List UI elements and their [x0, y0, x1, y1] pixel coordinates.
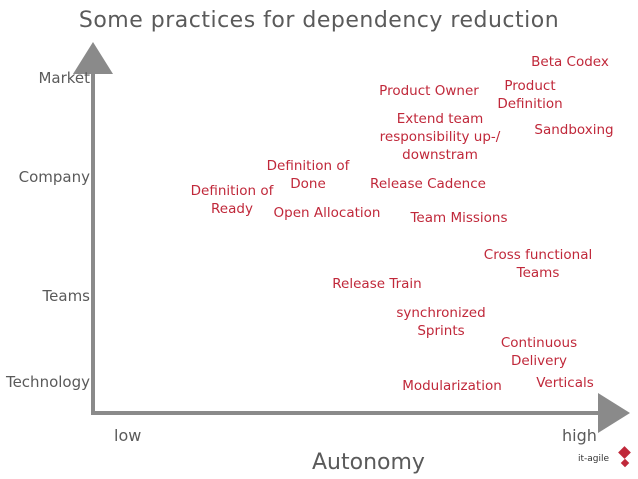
x-axis-title: Autonomy [312, 450, 425, 475]
practice-synchronized-sprints: synchronized Sprints [396, 305, 486, 339]
x-label-high: high [562, 426, 597, 445]
x-label-low: low [114, 426, 142, 445]
practice-team-missions: Team Missions [410, 210, 508, 226]
logo-mark-icon [618, 446, 631, 468]
logo-text: it-agile [578, 454, 610, 464]
y-label-technology: Technology [5, 373, 90, 391]
practice-release-cadence: Release Cadence [370, 176, 486, 192]
practice-verticals: Verticals [536, 375, 594, 391]
practice-definition-of-done: Definition of Done [266, 158, 350, 192]
practice-product-owner: Product Owner [379, 83, 479, 99]
practice-open-allocation: Open Allocation [273, 205, 381, 221]
practice-cross-functional-teams: Cross functional Teams [483, 247, 593, 281]
practice-sandboxing: Sandboxing [534, 122, 614, 138]
practice-product-definition: Product Definition [497, 78, 563, 112]
practice-modularization: Modularization [402, 378, 502, 394]
y-label-teams: Teams [42, 287, 90, 305]
practice-release-train: Release Train [332, 276, 422, 292]
practice-continuous-delivery: Continuous Delivery [500, 335, 578, 369]
practice-extend-team: Extend team responsibility up-/ downstra… [379, 111, 501, 163]
logo: it-agile [578, 442, 634, 472]
page-title: Some practices for dependency reduction [78, 8, 560, 33]
y-label-company: Company [18, 168, 90, 186]
practice-beta-codex: Beta Codex [531, 54, 609, 70]
y-label-market: Market [38, 69, 90, 87]
practice-definition-of-ready: Definition of Ready [190, 183, 274, 217]
